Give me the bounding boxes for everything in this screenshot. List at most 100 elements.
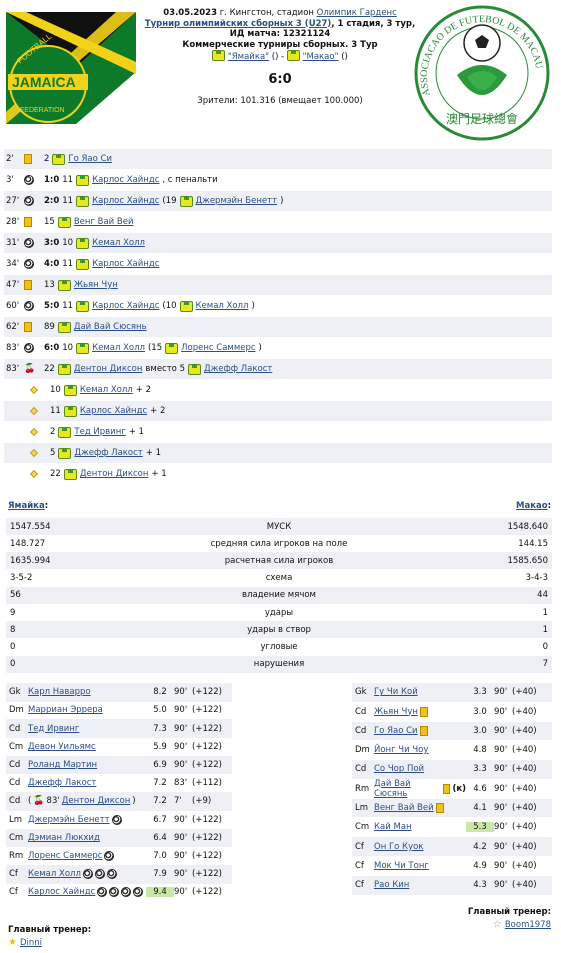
player-link[interactable]: Дентон Диксон: [73, 364, 143, 374]
player-link[interactable]: Джермэйн Бенетт: [28, 814, 110, 825]
event-row: 62' 89 Дай Вай Сюсянь: [4, 317, 552, 337]
player-link[interactable]: Дай Вай Сюсянь: [73, 322, 147, 332]
player-number: 10: [62, 238, 74, 248]
stat-home-value: 56: [10, 590, 21, 601]
player-link[interactable]: Венг Вай Вей: [73, 217, 134, 227]
player-link[interactable]: Джефф Лакост: [204, 364, 273, 374]
player-link[interactable]: Лоренс Саммерс: [28, 851, 103, 862]
away-team-label: Макао:: [516, 501, 551, 511]
player-position: Cd: [355, 764, 367, 775]
player-link[interactable]: Карлос Хайндс: [92, 301, 160, 311]
tournament-link[interactable]: Турнир олимпийских сборных 3 (U27): [144, 18, 332, 29]
stat-row: 0 угловые 0: [6, 638, 552, 655]
player-position: Cf: [9, 887, 18, 898]
shirt-icon: [57, 363, 71, 375]
player-link[interactable]: Кемал Холл: [92, 343, 145, 353]
player-link[interactable]: Дентон Диксон: [79, 469, 149, 479]
player-link[interactable]: Гу Чи Кой: [374, 687, 418, 698]
event-note: + 1: [128, 427, 144, 437]
player-link[interactable]: Карлос Хайндс: [92, 259, 160, 269]
substitution-icon: 🍒: [24, 364, 36, 374]
player-row: Cd Со Чор Пой 3.3 90' (+40): [352, 760, 552, 779]
player-diff: (+122): [192, 687, 222, 698]
player-name-cell: Джермэйн Бенетт: [28, 814, 146, 825]
match-id: ИД матча: 12321124: [229, 29, 331, 39]
player-minutes: 90': [174, 687, 188, 698]
player-link[interactable]: Го Яао Си: [68, 154, 112, 164]
event-icon-cell: [30, 407, 50, 415]
event-icon-cell: [24, 238, 44, 248]
player-link[interactable]: Жьян Чун: [73, 280, 118, 290]
player-number: 11: [62, 196, 74, 206]
player-link[interactable]: Рао Кин: [374, 880, 410, 891]
player-row: Dm Марриан Эррера 5.0 90' (+122): [6, 701, 232, 720]
home-team-link[interactable]: "Ямайка": [227, 52, 270, 62]
player-link[interactable]: Дэмиан Люкхид: [28, 832, 100, 843]
player-link[interactable]: Кемал Холл: [28, 869, 81, 880]
player-link[interactable]: Мок Чи Тонг: [374, 860, 429, 871]
player-link[interactable]: Дентон Диксон: [61, 796, 131, 807]
home-coach-link[interactable]: Dinni: [19, 937, 43, 948]
player-link[interactable]: Тед Ирвинг: [28, 723, 80, 734]
sub-minute: 83': [46, 796, 60, 807]
player-position: Dm: [9, 705, 24, 716]
player-link[interactable]: Джефф Лакост: [28, 778, 97, 789]
stat-away-value: 144.15: [518, 538, 548, 549]
event-icon-cell: [24, 343, 44, 353]
player-name-cell: Мок Чи Тонг: [374, 861, 466, 871]
event-score: 2:0: [44, 196, 60, 206]
away-team-label-link[interactable]: Макао: [516, 501, 548, 511]
player-diff: (+40): [512, 841, 537, 852]
player-link[interactable]: Кемал Холл: [195, 301, 249, 311]
away-coach-link[interactable]: Boom1978: [504, 919, 551, 930]
player-link[interactable]: Йонг Чи Чоу: [374, 745, 429, 756]
player-link[interactable]: Девон Уильямс: [28, 741, 96, 752]
player-link[interactable]: Тед Ирвинг: [74, 427, 126, 437]
player-rating: 6.9: [153, 760, 167, 771]
ball-icon: [24, 175, 34, 185]
home-team-label: Ямайка:: [8, 501, 49, 511]
player-link[interactable]: Карлос Хайндс: [92, 175, 160, 185]
player-row: Lm Венг Вай Вей 4.1 90' (+40): [352, 798, 552, 818]
event-icon-cell: [30, 449, 50, 457]
player-link[interactable]: Джефф Лакост: [74, 448, 143, 458]
player-link[interactable]: Со Чор Пой: [374, 764, 425, 775]
event-row: 2' 2 Го Яао Си: [4, 149, 552, 169]
player-row: Cd Роланд Мартин 6.9 90' (+122): [6, 755, 232, 775]
player-link[interactable]: Карлос Хайндс: [28, 887, 96, 898]
shirt-icon: [165, 342, 179, 354]
player-link[interactable]: Жьян Чун: [374, 706, 418, 717]
player-link[interactable]: Он Го Куок: [374, 841, 424, 852]
home-team-label-link[interactable]: Ямайка: [8, 501, 45, 511]
away-team-link[interactable]: "Макао": [302, 52, 339, 62]
player-link[interactable]: Лоренс Саммерс: [181, 343, 256, 353]
shirt-icon: [188, 363, 201, 375]
player-link[interactable]: Кемал Холл: [79, 385, 133, 395]
player-link[interactable]: Дай Вай Сюсянь: [374, 778, 411, 799]
player-diff: (+122): [192, 869, 222, 880]
player-link[interactable]: Кемал Холл: [92, 238, 145, 248]
event-note: + 2: [135, 385, 151, 395]
event-score: 6:0: [44, 343, 60, 353]
player-link[interactable]: Джермэйн Бенетт: [195, 196, 278, 206]
player-link[interactable]: Марриан Эррера: [28, 705, 103, 716]
stadium-link[interactable]: Олимпик Гарденс: [316, 8, 397, 18]
event-text: 2 Го Яао Си: [44, 153, 112, 165]
player-link[interactable]: Карлос Хайндс: [79, 406, 148, 416]
player-link[interactable]: Карлос Хайндс: [92, 196, 160, 206]
player-row: Cd ( 🍒 83' Дентон Диксон ) 7.2 7' (+9): [6, 792, 232, 811]
player-link[interactable]: Карл Наварро: [28, 687, 91, 698]
event-icon-cell: [30, 428, 50, 436]
player-link[interactable]: Венг Вай Вей: [374, 803, 434, 814]
player-row: Cd Го Яао Си 3.0 90' (+40): [352, 721, 552, 741]
player-link[interactable]: Роланд Мартин: [28, 760, 98, 771]
player-link[interactable]: Кай Ман: [374, 822, 412, 833]
teams-line: "Ямайка" () - "Макао" (): [140, 50, 420, 63]
player-position: Cf: [355, 860, 364, 871]
player-number: 11: [62, 175, 74, 185]
ball-icon: [97, 887, 108, 898]
stat-away-value: 44: [537, 590, 548, 601]
shirt-icon: [179, 195, 193, 207]
player-position: Gk: [355, 687, 367, 698]
player-link[interactable]: Го Яао Си: [374, 725, 418, 736]
